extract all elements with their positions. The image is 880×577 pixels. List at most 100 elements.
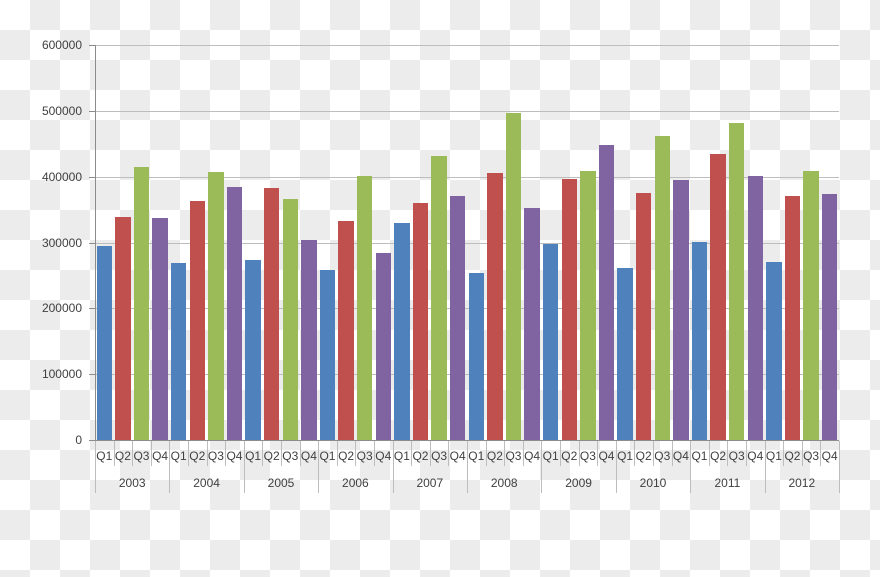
bar-2011-q2 <box>710 153 726 440</box>
quarter-separator <box>281 441 282 466</box>
quarter-label: Q1 <box>542 449 559 463</box>
bar-2011-q1 <box>691 241 708 440</box>
quarter-label: Q3 <box>803 449 820 463</box>
bar-2009-q4 <box>598 145 615 440</box>
y-tick-mark <box>89 308 95 309</box>
bar-2007-q1 <box>394 223 410 440</box>
year-separator <box>318 441 319 493</box>
year-label: 2004 <box>193 476 220 490</box>
y-tick-label: 400000 <box>41 170 82 184</box>
quarter-label: Q2 <box>189 449 206 463</box>
quarter-label: Q4 <box>524 449 541 463</box>
quarter-label: Q2 <box>635 449 652 463</box>
gridline <box>95 243 839 244</box>
bar-2005-q3 <box>282 199 299 440</box>
year-separator <box>244 441 245 493</box>
quarter-separator <box>114 441 115 466</box>
bar-2007-q3 <box>431 155 447 440</box>
quarter-label: Q4 <box>598 449 615 463</box>
y-tick-mark <box>89 45 95 46</box>
y-tick-mark <box>89 440 95 441</box>
bar-2012-q3 <box>803 170 819 440</box>
year-label: 2003 <box>118 476 146 490</box>
quarter-label: Q3 <box>356 449 373 463</box>
quarter-label: Q2 <box>412 449 429 463</box>
year-separator <box>690 441 691 493</box>
quarter-label: Q4 <box>747 449 764 463</box>
bar-2005-q4 <box>301 239 317 440</box>
quarter-label: Q1 <box>319 449 336 463</box>
quarter-separator <box>300 441 301 466</box>
quarter-separator <box>262 441 263 466</box>
quarter-label: Q1 <box>691 449 708 463</box>
quarter-separator <box>207 441 208 466</box>
year-separator <box>765 441 766 493</box>
bar-2003-q2 <box>115 216 131 440</box>
bar-2006-q4 <box>375 253 392 440</box>
quarter-label: Q4 <box>821 449 838 463</box>
quarter-label: Q1 <box>617 449 634 463</box>
bar-2010-q1 <box>617 268 633 440</box>
quarter-separator <box>151 441 152 466</box>
quarter-label: Q4 <box>300 449 317 463</box>
quarter-label: Q3 <box>431 449 448 463</box>
year-separator <box>616 441 617 493</box>
bar-2004-q3 <box>208 172 224 440</box>
bar-2005-q1 <box>245 260 261 440</box>
bar-2007-q4 <box>449 196 466 440</box>
quarter-separator <box>188 441 189 466</box>
quarter-separator <box>504 441 505 466</box>
quarter-separator <box>448 441 449 466</box>
bar-2011-q4 <box>747 176 764 440</box>
year-label: 2005 <box>267 476 295 490</box>
bar-2008-q4 <box>524 208 540 440</box>
quarter-separator <box>579 441 580 466</box>
quarter-separator <box>653 441 654 466</box>
y-tick-label: 0 <box>75 433 82 447</box>
quarter-separator <box>560 441 561 466</box>
quarter-label: Q3 <box>728 449 745 463</box>
y-tick-mark <box>89 374 95 375</box>
y-tick-mark <box>89 111 95 112</box>
quarter-label: Q3 <box>579 449 596 463</box>
y-tick-label: 300000 <box>41 236 82 250</box>
quarter-label: Q1 <box>96 449 113 463</box>
quarter-label: Q2 <box>561 449 578 463</box>
bar-2003-q1 <box>96 245 113 440</box>
bar-2012-q2 <box>784 195 801 440</box>
quarter-label: Q2 <box>263 449 280 463</box>
bar-2006-q1 <box>319 270 336 440</box>
year-label: 2008 <box>490 476 518 490</box>
quarter-label: Q4 <box>449 449 466 463</box>
gridline <box>95 374 839 375</box>
quarter-separator <box>355 441 356 466</box>
bar-2010-q3 <box>654 135 671 440</box>
quarter-label: Q4 <box>672 449 689 463</box>
year-label: 2006 <box>342 476 369 490</box>
quarter-label: Q4 <box>152 449 169 463</box>
quarter-label: Q2 <box>710 449 727 463</box>
quarter-separator <box>746 441 747 466</box>
year-separator <box>839 441 840 493</box>
bar-2011-q3 <box>728 123 745 440</box>
quarter-separator <box>337 441 338 466</box>
quarter-label: Q2 <box>338 449 355 463</box>
bar-2009-q2 <box>561 178 578 440</box>
bar-2008-q3 <box>505 113 522 440</box>
bar-2004-q2 <box>189 201 206 440</box>
quarter-separator <box>411 441 412 466</box>
quarter-label: Q1 <box>468 449 485 463</box>
year-separator <box>467 441 468 493</box>
y-tick-mark <box>89 243 95 244</box>
bar-2007-q2 <box>412 203 429 440</box>
quarter-label: Q3 <box>207 449 224 463</box>
gridline <box>95 111 839 112</box>
year-label: 2010 <box>639 476 667 490</box>
gridline <box>95 45 839 46</box>
year-separator <box>95 441 96 493</box>
quarter-separator <box>727 441 728 466</box>
quarter-separator <box>672 441 673 466</box>
quarter-label: Q4 <box>226 449 243 463</box>
y-tick-mark <box>89 177 95 178</box>
